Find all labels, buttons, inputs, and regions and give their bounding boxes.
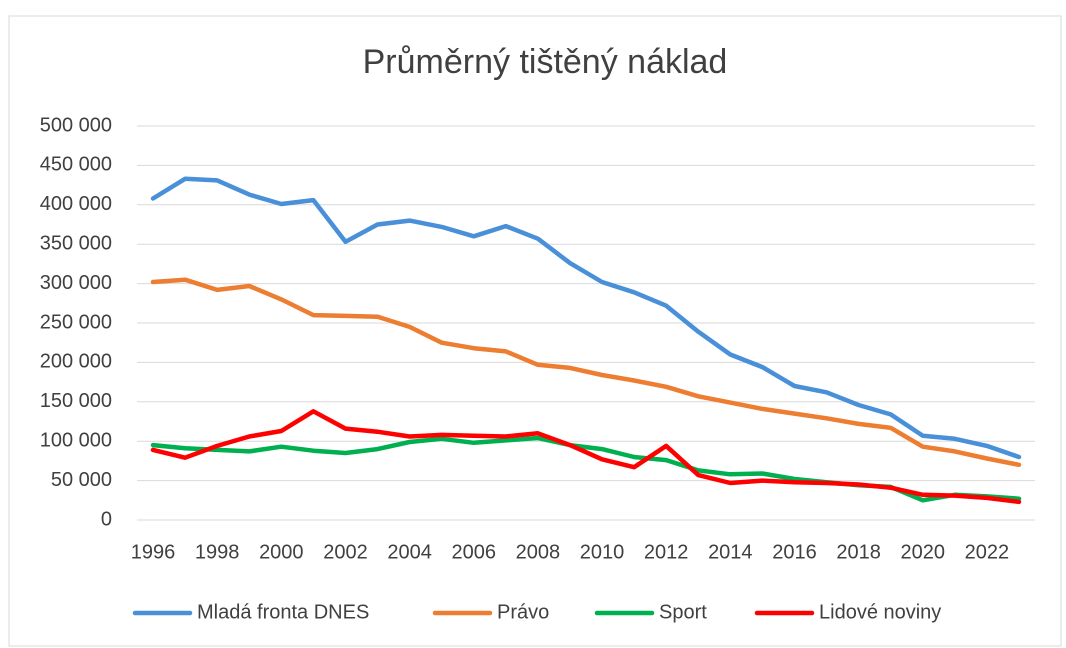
y-tick-label: 150 000	[40, 390, 112, 412]
x-tick-label: 2002	[323, 541, 368, 563]
x-tick-label: 2016	[772, 541, 817, 563]
x-tick-label: 2010	[580, 541, 625, 563]
x-tick-label: 2006	[452, 541, 497, 563]
chart-frame	[8, 15, 1062, 647]
legend-label: Mladá fronta DNES	[197, 601, 369, 623]
y-tick-label: 400 000	[40, 193, 112, 215]
series-line	[150, 277, 1022, 468]
x-tick-label: 2004	[387, 541, 432, 563]
y-tick-label: 100 000	[40, 429, 112, 451]
y-tick-label: 300 000	[40, 272, 112, 294]
y-tick-label: 50 000	[51, 469, 112, 491]
y-tick-label: 0	[101, 508, 112, 530]
x-tick-label: 2012	[644, 541, 689, 563]
x-tick-label: 2000	[259, 541, 304, 563]
x-tick-label: 2018	[836, 541, 881, 563]
series-line	[150, 176, 1022, 460]
x-tick-label: 2014	[708, 541, 753, 563]
legend-label: Právo	[497, 601, 549, 623]
y-tick-label: 350 000	[40, 232, 112, 254]
x-tick-label: 1996	[131, 541, 176, 563]
y-tick-label: 250 000	[40, 311, 112, 333]
x-tick-label: 1998	[195, 541, 240, 563]
y-tick-label: 450 000	[40, 154, 112, 176]
series-line	[150, 409, 1022, 505]
y-tick-label: 200 000	[40, 351, 112, 373]
x-tick-label: 2008	[516, 541, 561, 563]
x-tick-label: 2020	[901, 541, 946, 563]
chart-title: Průměrný tištěný náklad	[363, 43, 728, 81]
x-tick-label: 2022	[965, 541, 1010, 563]
y-tick-label: 500 000	[40, 114, 112, 136]
legend-label: Lidové noviny	[819, 601, 941, 623]
legend-label: Sport	[659, 601, 707, 623]
